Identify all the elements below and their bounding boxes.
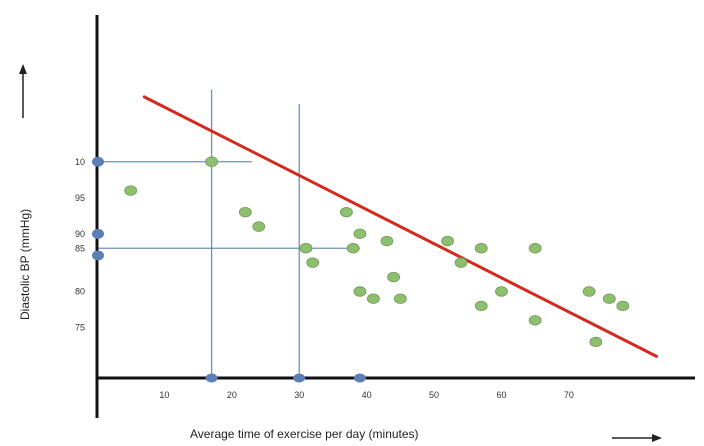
data-point-0-6 — [340, 207, 353, 218]
data-point-0-24 — [589, 336, 603, 348]
y-tick-label-4: 80 — [75, 287, 85, 297]
data-point-0-21 — [582, 286, 596, 297]
trend-line — [142, 95, 659, 358]
x-axis-title: Average time of exercise per day (minute… — [190, 427, 419, 441]
x-axis-marker-1 — [293, 373, 306, 383]
axes — [95, 15, 695, 418]
data-point-0-8 — [353, 228, 367, 240]
data-point-0-15 — [454, 257, 468, 268]
data-point-0-12 — [387, 271, 401, 283]
data-point-0-3 — [252, 221, 266, 232]
y-tick-label-1: 95 — [75, 193, 85, 203]
x-tick-label-5: 60 — [496, 390, 506, 400]
x-tick-label-1: 20 — [227, 390, 237, 400]
trend-line-group — [142, 95, 659, 358]
axis-markers — [92, 156, 366, 383]
data-point-0-17 — [474, 300, 488, 312]
data-point-0-5 — [306, 257, 320, 268]
y-axis-marker-2 — [92, 250, 104, 261]
data-point-0-4 — [299, 243, 313, 254]
data-point-0-2 — [238, 207, 252, 218]
x-tick-labels: 10 20 30 40 50 60 70 — [159, 390, 573, 400]
data-point-0-19 — [528, 243, 542, 254]
y-tick-label-0: 10 — [75, 157, 85, 167]
y-tick-label-5: 75 — [75, 323, 85, 333]
data-point-0-13 — [393, 293, 407, 304]
y-tick-label-3: 85 — [75, 243, 85, 253]
data-point-0-9 — [353, 286, 367, 297]
y-tick-labels: 10 95 90 85 80 75 — [75, 157, 85, 333]
x-axis-marker-0 — [205, 373, 218, 383]
data-point-0-23 — [616, 300, 630, 312]
y-axis-arrow — [19, 64, 27, 118]
y-axis-title: Diastolic BP (mmHg) — [18, 209, 32, 320]
x-axis-arrow — [612, 434, 662, 442]
data-point-0-20 — [528, 315, 542, 326]
x-tick-label-4: 50 — [429, 390, 439, 400]
reference-lines — [97, 89, 360, 378]
y-axis-marker-1 — [92, 228, 104, 239]
x-tick-label-0: 10 — [159, 390, 169, 400]
x-tick-label-3: 40 — [362, 390, 372, 400]
data-point-0-11 — [380, 235, 394, 247]
x-axis-marker-2 — [353, 373, 366, 383]
data-points — [124, 156, 630, 348]
data-point-0-18 — [495, 286, 508, 297]
data-point-0-0 — [124, 185, 138, 196]
x-tick-label-2: 30 — [294, 390, 304, 400]
data-point-0-10 — [366, 293, 380, 304]
data-point-0-16 — [474, 243, 488, 254]
y-axis-marker-0 — [92, 156, 104, 167]
data-point-0-22 — [602, 293, 616, 304]
data-point-0-7 — [346, 243, 360, 254]
y-tick-label-2: 90 — [75, 229, 85, 239]
x-tick-label-6: 70 — [564, 390, 574, 400]
data-point-0-14 — [441, 235, 454, 247]
data-point-0-1 — [205, 156, 219, 167]
